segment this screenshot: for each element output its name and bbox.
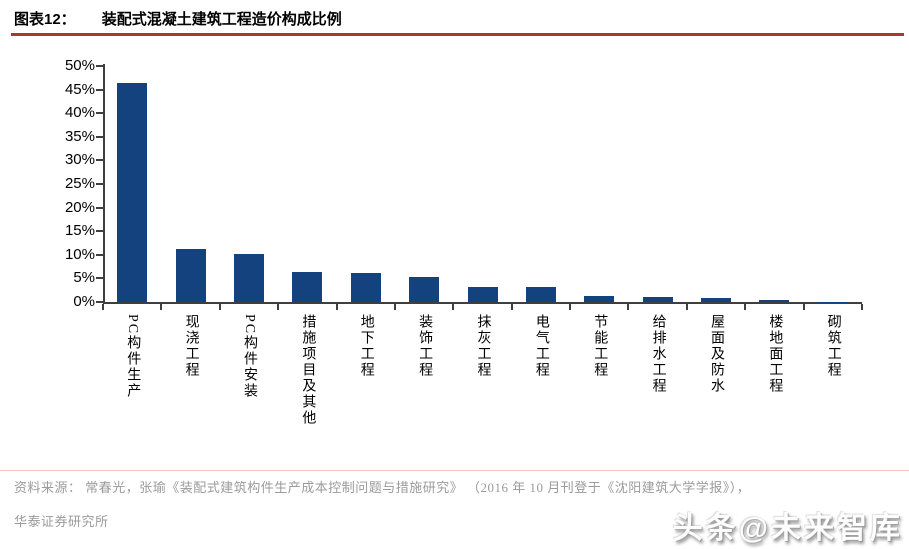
x-axis-category-label: 措施项目及其他 (300, 314, 316, 426)
source-note-line1: 资料来源： 常春光，张瑜《装配式建筑构件生产成本控制问题与措施研究》 （2016… (14, 480, 751, 495)
x-axis-category-label: 砌筑工程 (825, 314, 841, 378)
y-axis-tick-mark (96, 159, 103, 162)
x-axis-tick-mark (744, 304, 747, 310)
y-axis-tick-label: 45% (64, 80, 95, 98)
y-axis-tick-mark (96, 230, 103, 233)
title-underline-rule (11, 33, 904, 36)
bar-6 (409, 277, 440, 302)
bar-10 (642, 297, 673, 302)
y-axis-tick-label: 15% (64, 222, 95, 240)
x-axis-category-label: 屋面及防水 (709, 314, 725, 394)
x-axis-category-label: 抹灰工程 (475, 314, 491, 378)
y-axis-tick-mark (96, 88, 103, 91)
x-axis-tick-mark (569, 304, 572, 310)
figure-title: 图表12： 装配式混凝土建筑工程造价构成比例 (14, 8, 342, 29)
bar-12 (759, 299, 790, 302)
y-axis-tick-mark (96, 183, 103, 185)
figure-title-text: 装配式混凝土建筑工程造价构成比例 (101, 11, 342, 28)
x-axis-category-label: 电气工程 (533, 314, 549, 378)
bar-5 (350, 272, 381, 302)
x-axis-category-label: 地下工程 (358, 314, 374, 378)
y-axis-tick-mark (96, 135, 103, 138)
y-axis-tick-label: 50% (64, 57, 95, 74)
x-axis-tick-mark (160, 304, 163, 310)
watermark-toutiao-weilaizhiku: 头条@未来智库 (672, 512, 903, 545)
x-axis-tick-mark (861, 304, 863, 310)
y-axis-tick-mark (96, 206, 103, 209)
bar-8 (525, 286, 556, 302)
y-axis-line (103, 64, 105, 304)
figure-number-label: 图表12： (14, 11, 76, 28)
y-axis-tick-label: 10% (64, 245, 95, 263)
y-axis-tick-label: 25% (64, 175, 95, 192)
y-axis-tick-mark (96, 253, 103, 256)
bar-4 (292, 272, 323, 302)
x-axis-category-label: 节能工程 (592, 314, 608, 378)
y-axis-tick-label: 35% (64, 127, 95, 145)
x-axis-category-label: 装饰工程 (417, 314, 433, 378)
bar-3 (233, 253, 264, 302)
y-axis-tick-mark (96, 65, 103, 67)
x-axis-category-label: 给排水工程 (650, 314, 666, 394)
x-axis-tick-mark (802, 304, 805, 310)
x-axis-tick-mark (685, 304, 688, 310)
bar-2 (175, 248, 206, 302)
bar-9 (584, 295, 615, 302)
y-axis-tick-mark (96, 112, 103, 115)
x-axis-tick-mark (627, 304, 630, 310)
y-axis-tick-label: 5% (73, 269, 95, 287)
y-axis-tick-label: 40% (64, 104, 95, 122)
bar-1 (117, 82, 148, 302)
bar-11 (701, 298, 732, 302)
x-axis-category-label: PC构件安装 (241, 314, 257, 400)
x-axis-category-label: 楼地面工程 (767, 314, 783, 394)
x-axis-tick-mark (393, 304, 396, 310)
x-axis-category-label: PC构件生产 (125, 314, 141, 400)
x-axis-tick-mark (452, 304, 455, 310)
y-axis-tick-label: 20% (64, 198, 95, 216)
bar-chart: 0% 5% 10% 15% 20% 25% 30% 35% 40% 45% 50% PC构件生产 现浇工… (64, 57, 863, 426)
x-axis-tick-mark (102, 304, 104, 310)
y-axis-tick-mark (96, 301, 103, 303)
y-axis-tick-label: 0% (73, 293, 95, 310)
y-axis-tick-mark (96, 277, 103, 280)
y-axis-tick-label: 30% (64, 151, 95, 169)
x-axis-tick-mark (277, 304, 280, 310)
source-note-line2: 华泰证券研究所 (14, 514, 109, 529)
x-axis-category-label: 现浇工程 (183, 314, 199, 378)
footer-divider-rule (0, 470, 909, 471)
bar-7 (467, 286, 498, 302)
x-axis-line (103, 302, 862, 304)
x-axis-tick-mark (510, 304, 513, 310)
x-axis-tick-mark (218, 304, 221, 310)
x-axis-tick-mark (335, 304, 338, 310)
